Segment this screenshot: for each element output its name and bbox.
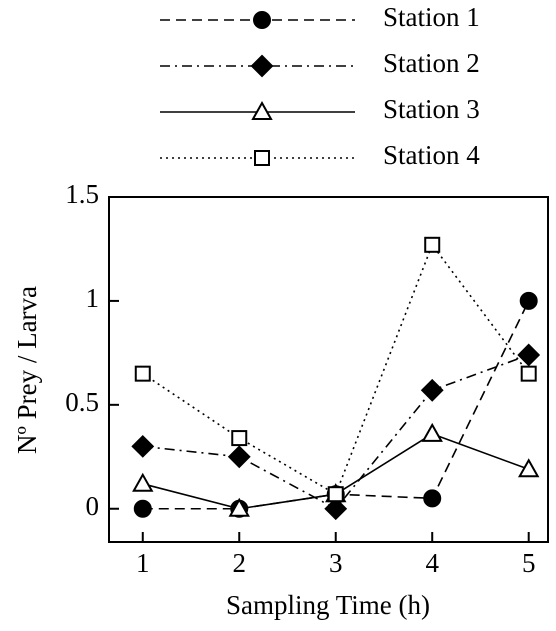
series-line [142,300,530,510]
x-tick-label: 3 [329,548,343,578]
legend-label: Station 4 [383,140,480,170]
marker [517,343,541,367]
marker [424,236,441,253]
x-tick-label: 5 [522,548,536,578]
x-tick-label: 1 [136,548,150,578]
marker [423,489,442,508]
y-axis-label: Nº Prey / Larva [12,286,42,454]
marker [251,100,273,120]
marker [324,497,348,521]
marker [228,497,250,517]
marker [327,486,344,503]
y-tick-label: 1.5 [65,179,99,209]
x-axis-label: Sampling Time (h) [226,590,430,620]
x-tick-label: 4 [425,548,439,578]
marker [420,378,444,402]
marker [254,150,270,166]
marker [132,472,154,492]
marker [250,54,274,78]
marker [134,365,151,382]
marker [253,11,271,29]
plot-frame [108,196,549,543]
y-tick-label: 1 [86,283,100,313]
legend-label: Station 2 [383,48,480,78]
marker [517,458,540,478]
y-tick-label: 0.5 [65,387,99,417]
x-tick-label: 2 [233,548,247,578]
series-line [142,243,530,496]
marker [520,365,537,382]
marker [519,291,538,310]
marker [231,430,248,447]
marker [421,422,443,442]
legend-label: Station 3 [383,94,480,124]
marker [133,499,152,518]
marker [227,445,251,469]
legend-label: Station 1 [383,2,480,32]
y-tick-label: 0 [86,491,100,521]
marker [131,434,155,458]
